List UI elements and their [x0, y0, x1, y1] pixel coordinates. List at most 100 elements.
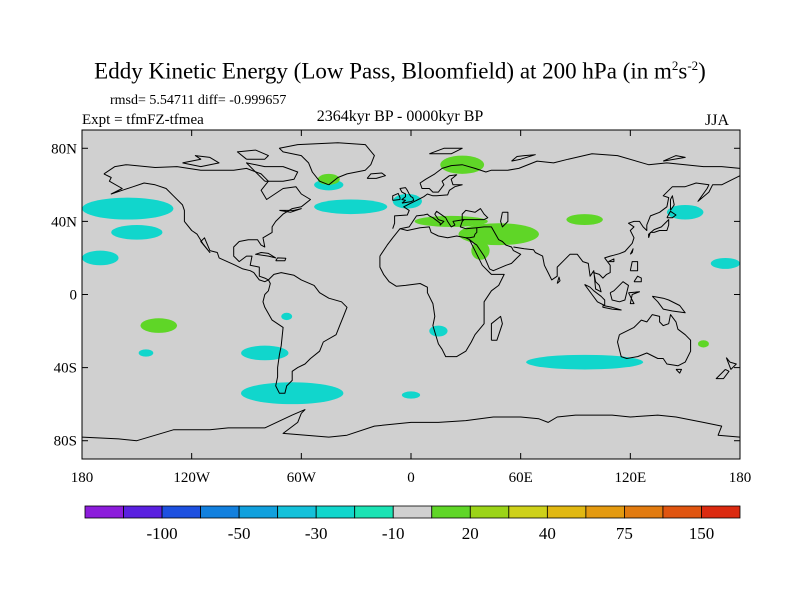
title-mid: s: [678, 58, 688, 84]
coastline: [513, 175, 740, 293]
anomaly-patch: [281, 312, 293, 321]
coastline: [511, 154, 536, 162]
coastline: [663, 155, 686, 162]
colorbar-label: 150: [689, 524, 715, 543]
anomaly-patch: [697, 340, 709, 348]
lon-label: 180: [729, 470, 752, 486]
anomaly-patch: [710, 257, 740, 269]
colorbar-label: 20: [462, 524, 479, 543]
title-sup-1: 2: [671, 58, 679, 73]
coastline: [82, 409, 740, 442]
coastline: [490, 315, 503, 341]
coastline: [236, 149, 269, 160]
colorbar-box: [277, 505, 317, 519]
coastline: [500, 211, 509, 228]
coastline: [461, 208, 489, 221]
colorbar-label: -30: [305, 524, 328, 543]
anomaly-patch: [82, 250, 119, 266]
anomaly-patch: [401, 391, 421, 399]
colorbar-box: [701, 505, 741, 519]
anomaly-patch: [111, 225, 163, 240]
coastline: [666, 210, 677, 219]
colorbar-box: [624, 505, 664, 519]
coastline: [675, 368, 682, 374]
coastline: [103, 164, 311, 283]
colorbar-label: -100: [146, 524, 177, 543]
coastline: [182, 155, 220, 168]
colorbar-box: [431, 505, 471, 519]
coastline: [469, 226, 522, 272]
anomaly-patch: [140, 318, 178, 333]
season-label: JJA: [705, 112, 730, 129]
anomaly-patch: [314, 199, 388, 215]
colorbar-box: [315, 505, 356, 519]
anomaly-patch: [526, 354, 644, 370]
coastline: [392, 153, 740, 229]
coastline: [617, 314, 692, 367]
coastline: [262, 272, 348, 394]
coastline: [602, 305, 622, 311]
colorbar-box: [161, 505, 201, 519]
lat-label: 80N: [51, 141, 77, 157]
colorbar-label: 40: [539, 524, 556, 543]
map-background: [82, 130, 740, 459]
coastline: [629, 248, 634, 255]
lat-label: 80S: [54, 434, 77, 450]
coastline: [556, 276, 561, 284]
anomaly-patch: [82, 197, 174, 220]
colorbar-label: -10: [382, 524, 405, 543]
lon-label: 120W: [173, 470, 211, 486]
coastline: [648, 219, 670, 238]
anomaly-patch: [138, 349, 154, 357]
coastline: [399, 210, 478, 239]
title-end: ): [698, 58, 706, 84]
coastline: [633, 275, 642, 283]
coastline: [246, 162, 299, 182]
coastline: [609, 281, 629, 303]
colorbar-box: [238, 505, 279, 519]
coastline: [255, 252, 277, 259]
lon-label: 60W: [287, 470, 317, 486]
lon-label: 0: [407, 470, 415, 486]
coastline: [670, 195, 675, 211]
anomaly-patch: [414, 215, 488, 227]
coastline-layer: [82, 142, 740, 442]
coastline: [725, 357, 737, 370]
coastline: [279, 208, 302, 213]
anomaly-patch: [317, 173, 340, 185]
colorbar-box: [469, 505, 510, 519]
colorbar-box: [354, 505, 394, 519]
colorbar: -100 -50 -30 -10 20 40 75 150: [84, 505, 741, 543]
coastline: [608, 258, 615, 263]
colorbar-box: [546, 505, 587, 519]
anomaly-patch: [429, 325, 448, 337]
axis-layer: 80N 40N 0 40S 80S 180 120W 60W 0 60E 120E 180: [51, 130, 751, 486]
coastline: [715, 368, 730, 380]
colorbar-box: [508, 505, 548, 519]
lat-label: 0: [70, 288, 78, 304]
experiment-label: Expt = tfmFZ-tfmea: [82, 112, 204, 128]
anomaly-patch: [566, 214, 603, 226]
colorbar-box: [585, 505, 625, 519]
anomaly-patch: [241, 345, 289, 361]
coastline: [429, 147, 463, 155]
coastline: [399, 187, 415, 204]
coastline: [629, 261, 639, 272]
colorbar-box: [662, 505, 702, 519]
coastline: [392, 192, 401, 201]
coastline: [651, 295, 686, 314]
lat-label: 40N: [51, 214, 77, 230]
colorbar-box: [200, 505, 240, 519]
coastline: [379, 226, 505, 358]
coastline: [366, 172, 386, 179]
colorbar-label: 75: [616, 524, 633, 543]
anomaly-patch: [392, 193, 422, 209]
colorbar-label: -50: [228, 524, 251, 543]
lon-label: 180: [71, 470, 94, 486]
coastline: [628, 291, 640, 305]
colorbar-box: [123, 505, 163, 519]
stats-label: rmsd= 5.54711 diff= -0.999657: [110, 93, 287, 108]
anomaly-patch: [241, 382, 344, 405]
title-sup-2: -2: [687, 58, 699, 73]
